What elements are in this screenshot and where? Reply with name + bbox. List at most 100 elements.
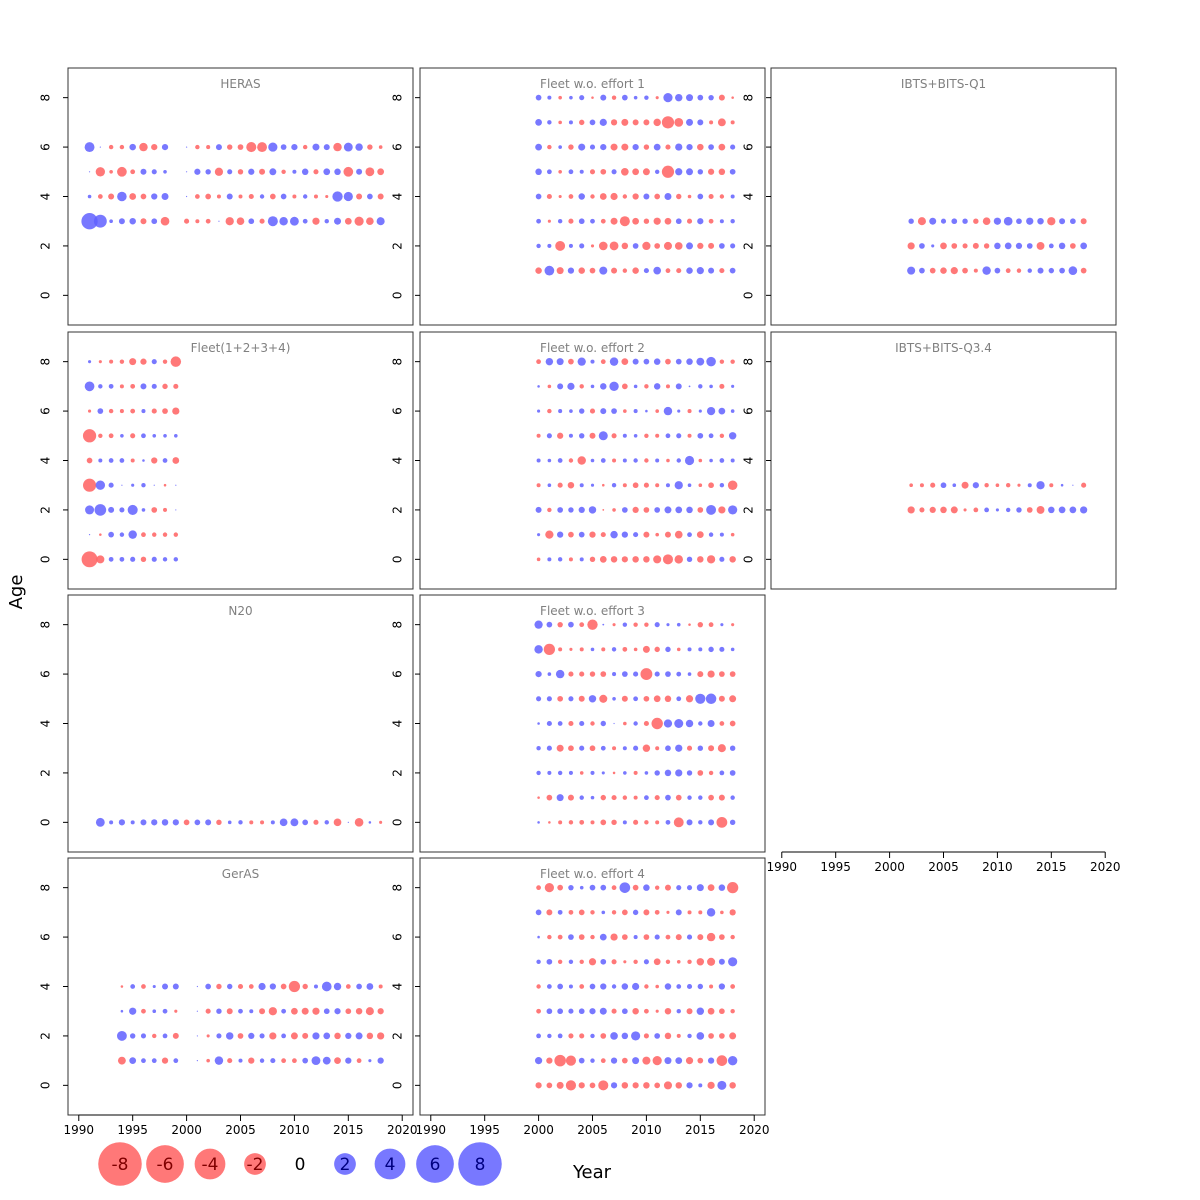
panel-7: N20 0 2 4 6 8	[39, 594, 414, 853]
residual-bubble	[730, 409, 735, 413]
residual-bubble	[312, 1007, 320, 1015]
residual-bubble	[697, 119, 704, 126]
residual-bubble	[677, 409, 681, 413]
residual-bubble	[653, 217, 661, 225]
residual-bubble	[567, 382, 575, 390]
residual-bubble	[589, 119, 596, 126]
residual-bubble	[248, 218, 255, 225]
residual-bubble	[654, 934, 660, 940]
residual-bubble	[1080, 506, 1088, 514]
residual-bubble	[227, 820, 232, 825]
residual-bubble	[162, 532, 168, 537]
residual-bubble	[632, 909, 639, 916]
residual-bubble	[151, 218, 158, 225]
residual-bubble	[194, 194, 200, 199]
residual-bubble	[697, 983, 704, 990]
y-tick-label: 0	[39, 1082, 53, 1090]
residual-bubble	[161, 1057, 169, 1064]
residual-bubble	[226, 1032, 234, 1040]
y-tick-label: 6	[39, 933, 53, 941]
residual-bubble	[536, 885, 541, 891]
legend-bubble	[146, 1145, 184, 1183]
residual-bubble	[643, 358, 650, 365]
residual-bubble	[1068, 266, 1078, 275]
y-tick-label: 6	[742, 143, 756, 151]
residual-bubble	[140, 358, 147, 365]
residual-bubble	[557, 507, 564, 513]
residual-bubble	[557, 1008, 564, 1015]
residual-bubble	[579, 671, 585, 677]
residual-bubble	[633, 671, 639, 677]
residual-bubble	[151, 359, 157, 365]
residual-bubble	[280, 193, 287, 200]
y-tick-label: 8	[39, 621, 53, 629]
residual-bubble	[579, 408, 585, 414]
residual-bubble	[535, 670, 542, 678]
residual-bubble	[931, 244, 935, 248]
residual-bubble	[81, 551, 98, 568]
residual-bubble	[302, 194, 308, 199]
residual-bubble	[587, 619, 598, 630]
residual-bubble	[698, 1083, 703, 1088]
residual-bubble	[633, 795, 638, 800]
residual-bubble	[590, 1058, 595, 1063]
residual-bubble	[982, 217, 991, 226]
residual-bubble	[537, 796, 540, 799]
residual-bubble	[546, 1082, 553, 1089]
residual-bubble	[227, 1058, 233, 1064]
residual-bubble	[142, 459, 145, 462]
residual-bubble	[568, 909, 574, 915]
residual-bubble	[205, 169, 211, 175]
residual-bubble	[674, 530, 683, 539]
panel-4: Fleet(1+2+3+4) 0 2 4 6 8	[39, 331, 414, 590]
residual-bubble	[708, 94, 714, 101]
residual-bubble	[633, 458, 638, 463]
residual-bubble	[729, 168, 736, 175]
residual-bubble	[632, 1007, 639, 1015]
residual-bubble	[345, 984, 351, 989]
residual-bubble	[600, 383, 607, 390]
residual-bubble	[643, 1033, 649, 1039]
residual-bubble	[579, 243, 585, 249]
residual-bubble	[972, 482, 979, 489]
residual-bubble	[919, 507, 925, 513]
residual-bubble	[686, 1082, 693, 1089]
residual-bubble	[568, 194, 574, 199]
residual-bubble	[227, 144, 233, 150]
residual-bubble	[579, 1033, 585, 1039]
residual-bubble	[141, 508, 146, 512]
residual-bubble	[590, 934, 595, 940]
residual-bubble	[557, 934, 563, 940]
legend-bubble	[416, 1145, 454, 1183]
legend-label: 2	[340, 1155, 351, 1175]
residual-bubble	[599, 933, 607, 941]
x-tick-label: 1990	[416, 1123, 447, 1137]
residual-bubble	[269, 983, 276, 990]
residual-bubble	[558, 820, 563, 825]
residual-bubble	[917, 217, 926, 226]
residual-bubble	[622, 622, 628, 627]
residual-bubble	[93, 214, 107, 228]
residual-bubble	[536, 984, 541, 989]
residual-bubble	[237, 983, 244, 990]
residual-bubble	[642, 744, 651, 752]
residual-bubble	[185, 171, 188, 173]
residual-bubble	[698, 458, 703, 463]
residual-bubble	[343, 142, 353, 152]
residual-bubble	[686, 242, 694, 250]
residual-bubble	[334, 1032, 341, 1040]
residual-bubble	[82, 429, 97, 443]
panel-1: HERAS 0 2 4 6 8	[39, 67, 414, 326]
residual-bubble	[632, 884, 639, 891]
residual-bubble	[546, 909, 553, 916]
residual-bubble	[280, 144, 287, 150]
residual-bubble	[675, 794, 682, 801]
residual-bubble	[676, 647, 681, 652]
residual-bubble	[676, 458, 681, 463]
residual-bubble	[590, 820, 595, 825]
residual-bubble	[632, 267, 639, 274]
residual-bubble	[706, 932, 716, 942]
residual-bubble	[676, 622, 681, 627]
residual-bubble	[108, 458, 114, 463]
